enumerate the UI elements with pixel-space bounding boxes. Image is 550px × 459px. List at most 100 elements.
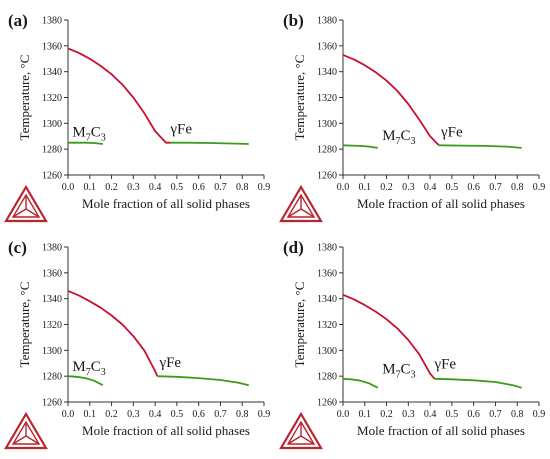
y-tick-label: 1380 (317, 16, 337, 27)
y-tick-label: 1260 (42, 398, 62, 409)
thermocalc-logo (279, 184, 323, 223)
logo-spoke (287, 435, 302, 445)
x-tick-label: 0.4 (149, 409, 162, 420)
x-tick-label: 0.3 (402, 409, 415, 420)
logo-spoke (300, 435, 315, 445)
solid-phase-line (67, 375, 104, 386)
x-tick-label: 0.7 (489, 409, 502, 420)
x-axis-title: Mole fraction of all solid phases (357, 423, 525, 438)
y-tick-label: 1300 (317, 346, 337, 357)
x-tick-label: 0.0 (337, 409, 350, 420)
x-axis-title: Mole fraction of all solid phases (82, 196, 250, 211)
logo-triangle-inner (11, 420, 41, 445)
panel-label: (b) (283, 11, 304, 30)
logo-triangle-inner (286, 420, 316, 445)
panel-label: (d) (283, 238, 304, 257)
y-tick-label: 1360 (317, 268, 337, 279)
phase-annotation: M7C3 (382, 362, 415, 381)
y-tick-label: 1260 (317, 171, 337, 182)
x-tick-label: 0.5 (446, 182, 459, 193)
x-tick-label: 0.0 (62, 182, 75, 193)
solid-phase-line (438, 144, 522, 149)
liquidus-line (342, 293, 436, 380)
y-tick-label: 1340 (317, 294, 337, 305)
x-tick-label: 0.6 (192, 409, 205, 420)
x-tick-label: 0.1 (84, 409, 97, 420)
liquidus-line (67, 47, 171, 144)
x-tick-label: 0.7 (214, 409, 227, 420)
logo-spoke (12, 208, 27, 218)
phase-annotation: γFe (158, 355, 181, 371)
logo-triangle-outer (279, 184, 323, 223)
y-tick-label: 1380 (317, 243, 337, 254)
logo-spoke (25, 208, 40, 218)
solid-phase-line (170, 141, 249, 145)
x-tick-label: 0.5 (446, 409, 459, 420)
x-tick-label: 0.1 (84, 182, 97, 193)
logo-spoke (300, 208, 315, 218)
logo-spoke (25, 435, 40, 445)
x-tick-label: 0.9 (533, 409, 546, 420)
x-tick-label: 0.6 (467, 409, 480, 420)
logo-triangle-inner (286, 193, 316, 218)
phase-annotation: M7C3 (72, 359, 105, 378)
y-tick-label: 1360 (317, 41, 337, 52)
y-tick-label: 1300 (317, 119, 337, 130)
x-tick-label: 0.3 (127, 409, 140, 420)
x-tick-label: 0.7 (489, 182, 502, 193)
x-axis-title: Mole fraction of all solid phases (82, 423, 250, 438)
y-axis-title: Temperature, °C (17, 282, 32, 368)
x-tick-label: 0.8 (236, 182, 249, 193)
x-tick-label: 0.2 (105, 182, 118, 193)
thermocalc-logo (4, 184, 48, 223)
x-tick-label: 0.6 (192, 182, 205, 193)
thermocalc-logo (4, 411, 48, 450)
phase-annotation: γFe (433, 356, 456, 372)
y-axis-title: Temperature, °C (292, 282, 307, 368)
phase-annotation: γFe (440, 124, 463, 140)
panel-label: (c) (8, 238, 27, 257)
logo-triangle-outer (4, 411, 48, 450)
logo-triangle-outer (4, 184, 48, 223)
x-tick-label: 0.2 (380, 409, 393, 420)
x-tick-label: 0.4 (424, 182, 437, 193)
y-tick-label: 1380 (42, 16, 62, 27)
solid-phase-line (434, 377, 522, 389)
logo-spoke (287, 208, 302, 218)
x-tick-label: 0.4 (424, 409, 437, 420)
y-tick-label: 1300 (42, 119, 62, 130)
x-tick-label: 0.8 (511, 182, 524, 193)
y-tick-label: 1260 (317, 398, 337, 409)
phase-annotation: M7C3 (382, 128, 415, 147)
x-tick-label: 0.9 (533, 182, 546, 193)
solid-phase-line (342, 377, 379, 389)
y-tick-label: 1380 (42, 243, 62, 254)
solid-phase-line (342, 144, 378, 149)
x-tick-label: 0.5 (171, 182, 184, 193)
liquidus-line (67, 290, 159, 377)
logo-triangle-outer (279, 411, 323, 450)
thermocalc-logo (279, 411, 323, 450)
y-tick-label: 1320 (42, 320, 62, 331)
liquidus-line (342, 54, 440, 146)
x-tick-label: 0.3 (402, 182, 415, 193)
y-axis-title: Temperature, °C (17, 55, 32, 141)
chart-panel: (b) 0.0 0.1 0.2 0.3 0.4 0.5 0.6 0.7 0.8 0.9 1260 128… (279, 11, 546, 223)
x-tick-label: 0.9 (258, 182, 271, 193)
x-tick-label: 0.0 (62, 409, 75, 420)
y-tick-label: 1320 (317, 93, 337, 104)
chart-panel: (a) 0.0 0.1 0.2 0.3 0.4 0.5 0.6 0.7 0.8 0.9 1260 128… (4, 11, 271, 223)
y-tick-label: 1280 (42, 372, 62, 383)
y-tick-label: 1340 (317, 67, 337, 78)
y-tick-label: 1340 (42, 67, 62, 78)
x-tick-label: 0.2 (380, 182, 393, 193)
panel-label: (a) (8, 11, 28, 30)
y-tick-label: 1320 (42, 93, 62, 104)
x-tick-label: 0.2 (105, 409, 118, 420)
x-tick-label: 0.9 (258, 409, 271, 420)
x-tick-label: 0.8 (511, 409, 524, 420)
solid-phase-line (68, 141, 103, 145)
phase-annotation: γFe (169, 122, 192, 138)
y-tick-label: 1280 (42, 145, 62, 156)
solid-phase-line (157, 375, 250, 387)
